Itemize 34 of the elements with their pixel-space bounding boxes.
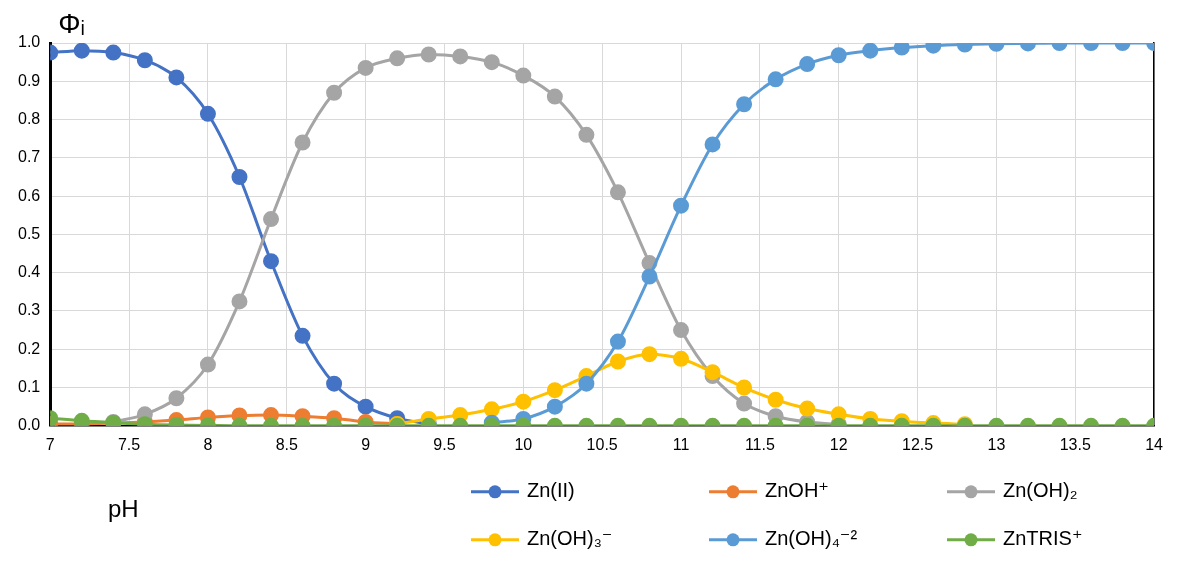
- y-tick-label: 0.4: [17, 263, 41, 281]
- x-tick-label: 7: [45, 435, 55, 453]
- x-tick-label: 9.5: [433, 435, 456, 453]
- x-tick-label: 11: [672, 435, 690, 453]
- x-tick-label: 13: [987, 435, 1006, 453]
- x-tick-label: 10.5: [586, 435, 618, 453]
- y-tick-label: 0.5: [17, 224, 41, 242]
- x-axis-title: pH: [108, 495, 139, 523]
- x-tick-label: 12: [829, 435, 848, 453]
- x-tick-label: 10: [514, 435, 533, 453]
- y-tick-label: 1.0: [17, 33, 41, 51]
- y-tick-label: 0.8: [17, 109, 41, 127]
- legend-label: Zn(II): [527, 479, 575, 502]
- x-tick-label: 7.5: [117, 435, 141, 453]
- y-tick-label: 0.2: [17, 339, 41, 357]
- y-tick-label: 0.1: [17, 377, 41, 395]
- x-tick-label: 14: [1145, 435, 1164, 453]
- y-tick-label: 0.6: [17, 186, 41, 204]
- y-axis-title: Φᵢ: [58, 7, 85, 39]
- legend-label: Zn(OH)₃⁻: [527, 527, 613, 550]
- x-tick-label: 8.5: [275, 435, 298, 453]
- x-tick-label: 12.5: [901, 435, 934, 453]
- y-tick-label: 0.7: [17, 148, 41, 166]
- legend-label: ZnTRIS⁺: [1003, 527, 1083, 550]
- x-tick-label: 8: [203, 435, 213, 453]
- x-tick-label: 11.5: [744, 435, 775, 453]
- y-tick-label: 0.9: [17, 71, 41, 89]
- legend-label: Zn(OH)₂: [1003, 479, 1078, 502]
- legend-label: ZnOH⁺: [765, 479, 829, 502]
- y-tick-label: 0.0: [17, 416, 41, 434]
- legend-label: Zn(OH)₄⁻²: [765, 527, 858, 550]
- x-tick-label: 9: [361, 435, 371, 453]
- y-tick-label: 0.3: [17, 301, 41, 319]
- x-tick-label: 13.5: [1059, 435, 1091, 453]
